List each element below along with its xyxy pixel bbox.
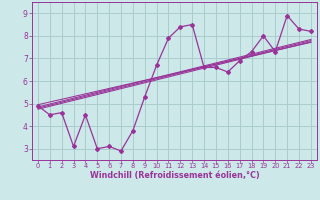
X-axis label: Windchill (Refroidissement éolien,°C): Windchill (Refroidissement éolien,°C) xyxy=(90,171,259,180)
